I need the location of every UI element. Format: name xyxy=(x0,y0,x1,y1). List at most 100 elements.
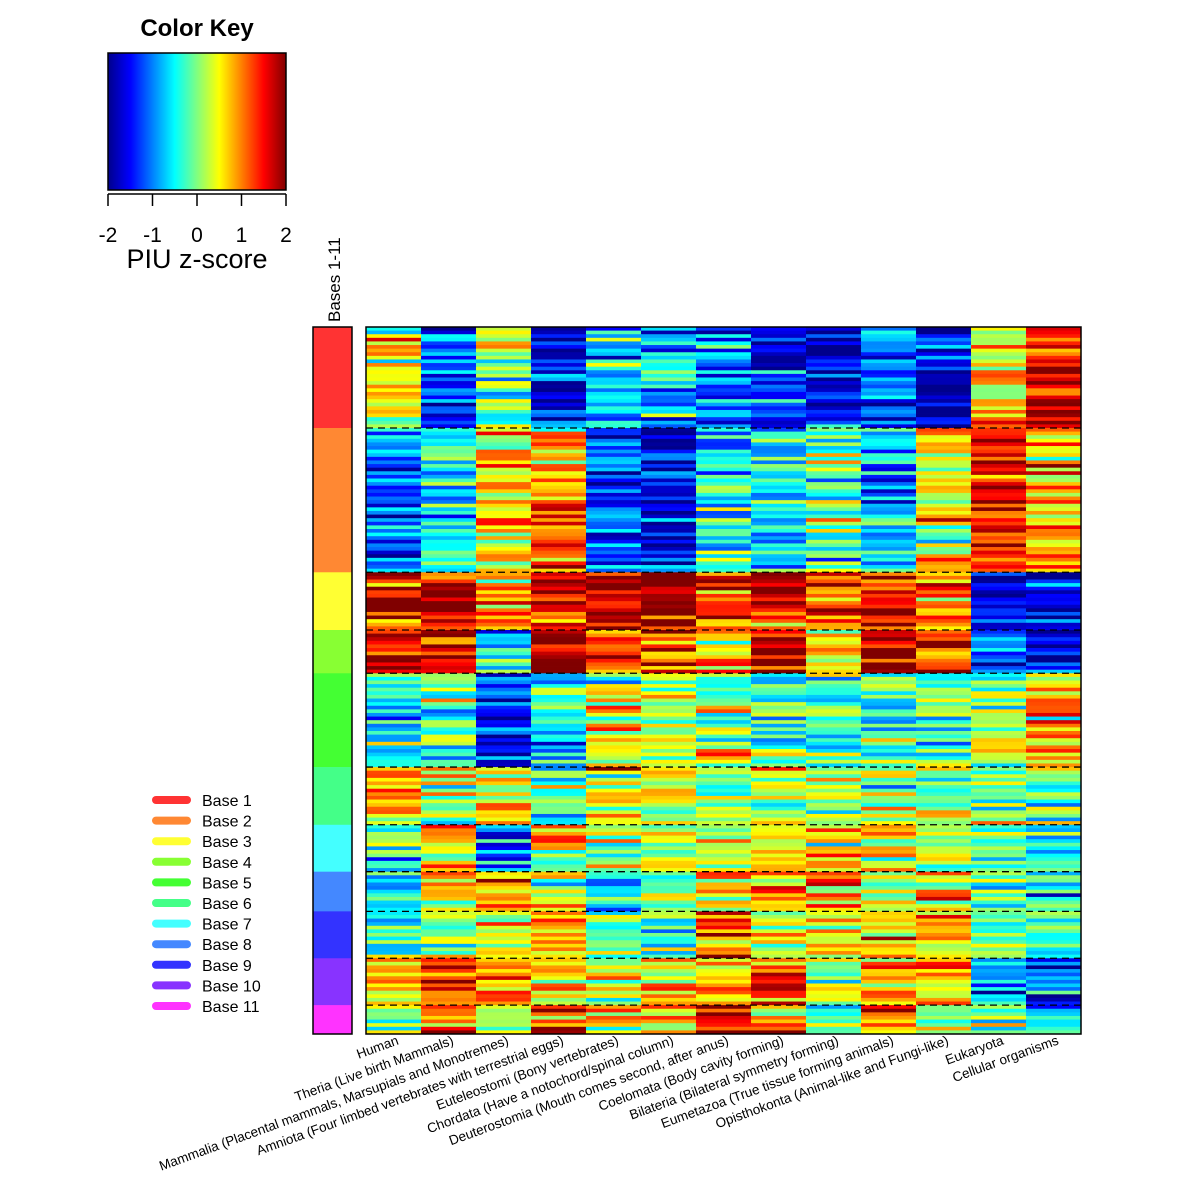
heatmap-cell xyxy=(366,601,421,605)
heatmap-cell xyxy=(751,922,806,926)
heatmap-cell xyxy=(476,533,531,537)
heatmap-cell xyxy=(806,334,861,338)
heatmap-cell xyxy=(861,583,916,587)
heatmap-cell xyxy=(971,349,1026,353)
heatmap-cell xyxy=(916,749,971,753)
heatmap-cell xyxy=(696,536,751,540)
heatmap-cell xyxy=(1026,479,1081,483)
heatmap-cell xyxy=(366,745,421,749)
heatmap-cell xyxy=(916,984,971,988)
heatmap-cell xyxy=(586,352,641,356)
heatmap-cell xyxy=(751,565,806,569)
heatmap-cell xyxy=(916,417,971,421)
heatmap-cell xyxy=(476,688,531,692)
heatmap-cell xyxy=(421,727,476,731)
heatmap-cell xyxy=(696,713,751,717)
heatmap-cell xyxy=(751,536,806,540)
heatmap-cell xyxy=(696,378,751,382)
heatmap-cell xyxy=(586,468,641,472)
heatmap-cell xyxy=(531,756,586,760)
heatmap-cell xyxy=(641,479,696,483)
heatmap-cell xyxy=(1026,533,1081,537)
heatmap-cell xyxy=(531,410,586,414)
heatmap-cell xyxy=(421,536,476,540)
heatmap-cell xyxy=(751,1016,806,1020)
heatmap-cell xyxy=(696,745,751,749)
heatmap-cell xyxy=(806,778,861,782)
heatmap-cell xyxy=(971,432,1026,436)
heatmap-cell xyxy=(806,760,861,764)
heatmap-cell xyxy=(421,980,476,984)
heatmap-cell xyxy=(971,367,1026,371)
heatmap-cell xyxy=(641,453,696,457)
heatmap-cell xyxy=(696,904,751,908)
heatmap-cell xyxy=(531,735,586,739)
heatmap-cell xyxy=(1026,929,1081,933)
heatmap-cell xyxy=(806,785,861,789)
heatmap-cell xyxy=(421,864,476,868)
heatmap-cell xyxy=(751,717,806,721)
heatmap-cell xyxy=(971,778,1026,782)
heatmap-cell xyxy=(916,965,971,969)
heatmap-cell xyxy=(586,341,641,345)
heatmap-cell xyxy=(476,919,531,923)
heatmap-cell xyxy=(476,749,531,753)
heatmap-cell xyxy=(641,414,696,418)
heatmap-cell xyxy=(476,453,531,457)
heatmap-cell xyxy=(861,435,916,439)
heatmap-cell xyxy=(586,558,641,562)
heatmap-cell xyxy=(751,937,806,941)
heatmap-cell xyxy=(696,352,751,356)
heatmap-cell xyxy=(366,731,421,735)
heatmap-cell xyxy=(1026,684,1081,688)
heatmap-cell xyxy=(806,753,861,757)
heatmap-cell xyxy=(586,641,641,645)
heatmap-cell xyxy=(971,965,1026,969)
heatmap-cell xyxy=(806,471,861,475)
heatmap-cell xyxy=(1026,381,1081,385)
heatmap-cell xyxy=(641,464,696,468)
heatmap-cell xyxy=(641,561,696,565)
heatmap-cell xyxy=(421,850,476,854)
heatmap-cell xyxy=(861,648,916,652)
heatmap-cell xyxy=(971,489,1026,493)
heatmap-cell xyxy=(861,677,916,681)
heatmap-cell xyxy=(476,846,531,850)
heatmap-cell xyxy=(421,497,476,501)
heatmap-cell xyxy=(1026,1020,1081,1024)
heatmap-cell xyxy=(971,738,1026,742)
heatmap-cell xyxy=(751,392,806,396)
heatmap-cell xyxy=(806,937,861,941)
heatmap-cell xyxy=(751,507,806,511)
heatmap-cell xyxy=(641,749,696,753)
heatmap-cell xyxy=(641,919,696,923)
heatmap-cell xyxy=(531,771,586,775)
heatmap-cell xyxy=(421,608,476,612)
heatmap-cell xyxy=(751,453,806,457)
heatmap-cell xyxy=(861,396,916,400)
heatmap-cell xyxy=(861,338,916,342)
heatmap-cell xyxy=(531,648,586,652)
heatmap-cell xyxy=(476,648,531,652)
heatmap-cell xyxy=(696,778,751,782)
heatmap-cell xyxy=(696,522,751,526)
heatmap-cell xyxy=(531,605,586,609)
heatmap-cell xyxy=(751,666,806,670)
heatmap-cell xyxy=(531,760,586,764)
heatmap-cell xyxy=(971,818,1026,822)
heatmap-cell xyxy=(476,417,531,421)
heatmap-cell xyxy=(641,792,696,796)
heatmap-cell xyxy=(806,497,861,501)
heatmap-cell xyxy=(366,432,421,436)
heatmap-cell xyxy=(366,782,421,786)
heatmap-cell xyxy=(806,796,861,800)
color-key-axis: -2 -1 0 1 2 xyxy=(99,194,292,247)
heatmap-cell xyxy=(586,861,641,865)
heatmap-cell xyxy=(971,370,1026,374)
heatmap-cell xyxy=(806,944,861,948)
heatmap-cell xyxy=(531,857,586,861)
heatmap-cell xyxy=(641,331,696,335)
heatmap-cell xyxy=(421,378,476,382)
heatmap-cell xyxy=(971,774,1026,778)
heatmap-cell xyxy=(806,742,861,746)
